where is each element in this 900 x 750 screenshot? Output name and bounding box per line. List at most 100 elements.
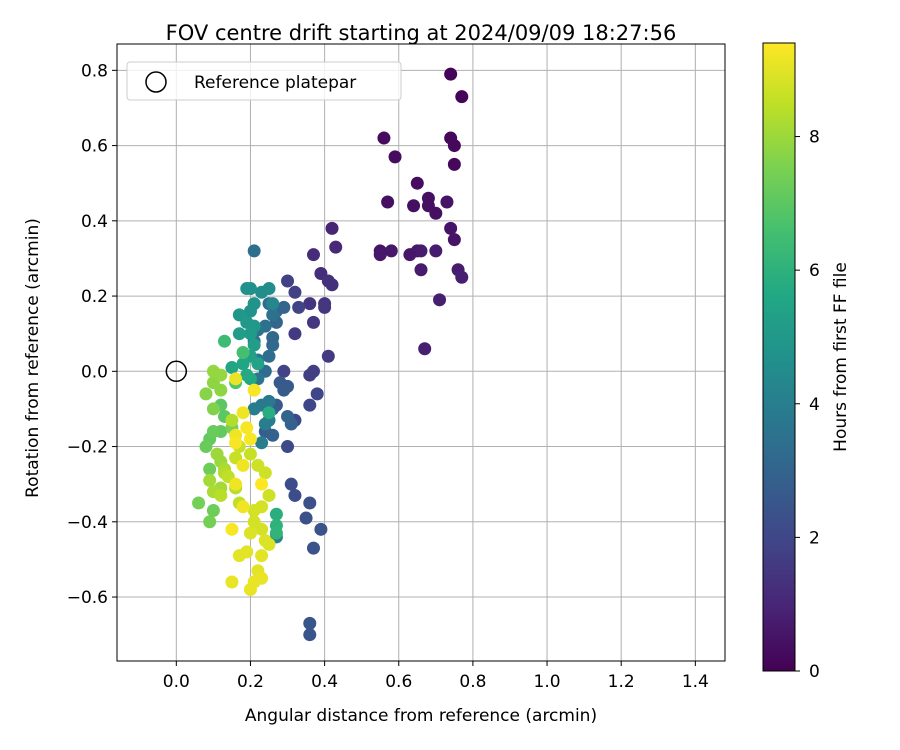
scatter-point bbox=[303, 398, 317, 412]
colorbar-tick-label: 0 bbox=[809, 662, 820, 682]
colorbar: 0 2 4 6 8 Hours from first FF file bbox=[762, 42, 851, 682]
y-tick-label: −0.2 bbox=[67, 438, 108, 458]
scatter-point bbox=[262, 488, 276, 502]
scatter-point bbox=[206, 425, 220, 439]
colorbar-tick-label: 6 bbox=[809, 261, 820, 281]
scatter-point bbox=[214, 488, 228, 502]
scatter-point bbox=[444, 221, 458, 235]
scatter-point bbox=[377, 131, 391, 145]
x-tick-label: 0.0 bbox=[163, 672, 190, 692]
scatter-point bbox=[258, 417, 272, 431]
scatter-point bbox=[407, 199, 421, 213]
scatter-point bbox=[281, 440, 295, 454]
plot-area bbox=[116, 43, 726, 662]
scatter-point bbox=[306, 541, 320, 555]
scatter-point bbox=[247, 504, 261, 518]
y-tick-label: 0.0 bbox=[81, 362, 108, 382]
scatter-point bbox=[240, 282, 254, 296]
scatter-point bbox=[447, 139, 461, 153]
scatter-point bbox=[329, 240, 343, 254]
y-tick-label: −0.4 bbox=[67, 513, 108, 533]
scatter-point bbox=[269, 526, 283, 540]
scatter-point bbox=[247, 338, 261, 352]
y-axis: −0.6 −0.4 −0.2 0.0 0.2 0.4 0.6 0.8 bbox=[67, 61, 117, 608]
scatter-point bbox=[232, 549, 246, 563]
x-tick-label: 0.4 bbox=[311, 672, 338, 692]
scatter-point bbox=[288, 488, 302, 502]
scatter-point bbox=[303, 368, 317, 382]
scatter-point bbox=[229, 477, 243, 491]
legend: Reference platepar bbox=[126, 61, 402, 101]
x-tick-label: 0.6 bbox=[385, 672, 412, 692]
scatter-point bbox=[262, 349, 276, 363]
scatter-point bbox=[277, 364, 291, 378]
scatter-point bbox=[255, 477, 269, 491]
scatter-point bbox=[255, 522, 269, 536]
reference-marker bbox=[165, 360, 188, 383]
scatter-point bbox=[192, 496, 206, 510]
scatter-point bbox=[373, 248, 387, 262]
scatter-point bbox=[203, 462, 217, 476]
scatter-point bbox=[384, 244, 398, 258]
scatter-point bbox=[414, 263, 428, 277]
scatter-point bbox=[218, 334, 232, 348]
x-tick-label: 0.8 bbox=[459, 672, 486, 692]
x-axis-label: Angular distance from reference (arcmin) bbox=[245, 706, 597, 726]
scatter-point bbox=[206, 402, 220, 416]
scatter-point bbox=[266, 308, 280, 322]
scatter-point bbox=[229, 436, 243, 450]
scatter-points bbox=[192, 67, 469, 642]
legend-label-reference: Reference platepar bbox=[194, 73, 356, 93]
colorbar-ticks: 0 2 4 6 8 bbox=[795, 128, 820, 682]
scatter-point bbox=[232, 327, 246, 341]
scatter-point bbox=[281, 274, 295, 288]
scatter-point bbox=[229, 372, 243, 386]
scatter-point bbox=[447, 157, 461, 171]
reference-marker-group bbox=[165, 360, 188, 383]
x-tick-label: 1.0 bbox=[534, 672, 561, 692]
scatter-point bbox=[255, 549, 269, 563]
colorbar-gradient bbox=[762, 42, 796, 672]
scatter-point bbox=[440, 195, 454, 209]
scatter-point bbox=[277, 383, 291, 397]
scatter-point bbox=[199, 387, 213, 401]
scatter-point bbox=[206, 504, 220, 518]
colorbar-tick-label: 4 bbox=[809, 395, 820, 415]
scatter-point bbox=[255, 285, 269, 299]
scatter-point bbox=[310, 387, 324, 401]
scatter-point bbox=[225, 413, 239, 427]
scatter-point bbox=[236, 346, 250, 359]
y-tick-label: 0.8 bbox=[81, 61, 108, 81]
scatter-point bbox=[225, 575, 239, 589]
scatter-point bbox=[281, 409, 295, 423]
scatter-point bbox=[318, 300, 332, 314]
y-tick-label: 0.2 bbox=[81, 287, 108, 307]
scatter-point bbox=[243, 583, 257, 597]
scatter-point bbox=[247, 402, 261, 416]
scatter-point bbox=[214, 368, 228, 382]
scatter-point bbox=[243, 526, 257, 540]
scatter-point bbox=[303, 628, 317, 642]
scatter-point bbox=[203, 515, 217, 529]
scatter-point bbox=[236, 357, 250, 371]
scatter-point bbox=[251, 357, 265, 371]
scatter-point bbox=[303, 616, 317, 630]
scatter-point bbox=[266, 428, 280, 442]
y-axis-label: Rotation from reference (arcmin) bbox=[23, 218, 43, 498]
legend-box bbox=[126, 61, 402, 101]
scatter-point bbox=[325, 278, 339, 292]
scatter-point bbox=[225, 522, 239, 536]
scatter-point bbox=[243, 447, 257, 461]
scatter-point bbox=[288, 327, 302, 341]
scatter-point bbox=[199, 440, 213, 454]
scatter-point bbox=[455, 270, 469, 284]
scatter-point bbox=[299, 511, 313, 525]
scatter-point bbox=[325, 221, 339, 235]
scatter-point bbox=[429, 244, 443, 258]
scatter-point bbox=[306, 315, 320, 329]
y-tick-label: 0.6 bbox=[81, 137, 108, 157]
scatter-point bbox=[255, 436, 269, 450]
scatter-point bbox=[258, 466, 272, 480]
scatter-point bbox=[262, 406, 276, 420]
scatter-point bbox=[388, 150, 402, 164]
